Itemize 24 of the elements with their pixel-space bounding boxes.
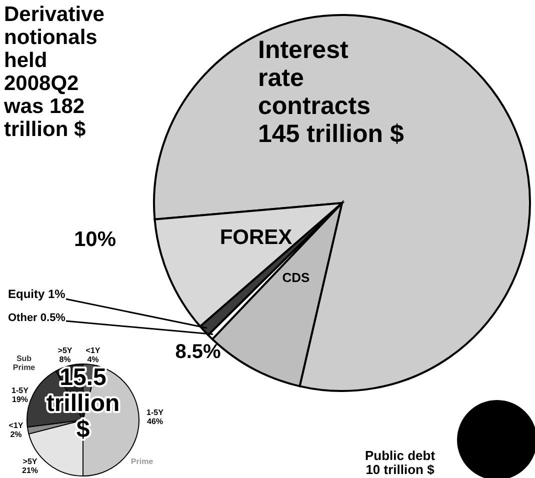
data-label: 4%: [87, 355, 99, 364]
data-label: 8.5%: [175, 341, 222, 363]
slice-label: 1-5Y: [146, 408, 164, 417]
data-label: 46%: [146, 417, 164, 426]
data-label: 8%: [59, 355, 71, 364]
data-label: 10%: [74, 228, 116, 251]
text: Sub Prime: [12, 354, 36, 372]
data-label: 19%: [12, 395, 28, 404]
slice-label: Equity 1%: [8, 287, 66, 301]
slice-label: Interest rate contracts 145 trillion $: [258, 36, 404, 148]
slice-label: <1Y: [8, 421, 24, 430]
data-label: 21%: [22, 466, 38, 475]
slice-label: <1Y: [86, 346, 101, 355]
text: Prime: [130, 457, 154, 466]
slice-label: CDS: [282, 270, 310, 285]
slice-label: >5Y: [58, 346, 73, 355]
slice-label: FOREX: [220, 226, 292, 249]
slice-label: Public debt 10 trillion $: [364, 448, 436, 477]
slice-label: 1-5Y: [12, 386, 30, 395]
slice-label: Other 0.5%: [8, 312, 66, 324]
data-label: 2%: [10, 430, 22, 439]
slice-label: >5Y: [22, 457, 38, 466]
pie-slice: [153, 14, 531, 392]
text: Derivative notionals held 2008Q2 was 182 trillion $: [3, 3, 104, 141]
